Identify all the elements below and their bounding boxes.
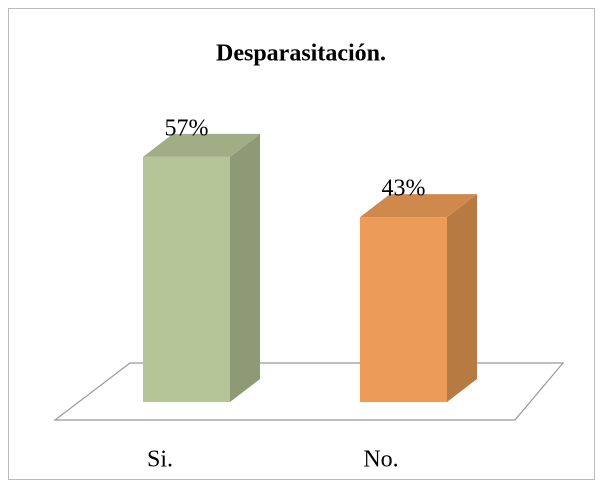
bar-side: [230, 133, 260, 402]
data-label: 43%: [382, 176, 426, 202]
x-tick-label: No.: [363, 447, 398, 473]
bar-side: [447, 194, 477, 402]
chart-title: Desparasitación.: [216, 41, 386, 67]
chart-border: [8, 8, 595, 480]
bar: [143, 156, 230, 402]
bar: [360, 217, 447, 402]
floor: [53, 362, 565, 421]
x-tick-label: Si.: [147, 447, 173, 473]
data-label: 57%: [165, 115, 209, 141]
bar-top: [143, 133, 260, 157]
bar-top: [360, 194, 477, 218]
